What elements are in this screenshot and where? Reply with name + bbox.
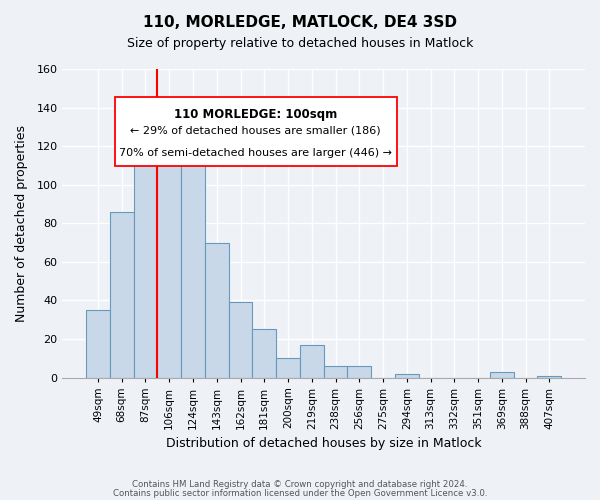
Text: Contains public sector information licensed under the Open Government Licence v3: Contains public sector information licen… [113,489,487,498]
Bar [157,146,181,378]
Bar [490,372,514,378]
Text: ← 29% of detached houses are smaller (186): ← 29% of detached houses are smaller (18… [130,125,381,135]
Bar [347,366,371,378]
Bar [134,162,157,378]
Bar [86,310,110,378]
Bar [205,242,229,378]
Bar [110,212,134,378]
X-axis label: Distribution of detached houses by size in Matlock: Distribution of detached houses by size … [166,437,481,450]
Bar [300,344,323,378]
Bar [276,358,300,378]
Text: Contains HM Land Registry data © Crown copyright and database right 2024.: Contains HM Land Registry data © Crown c… [132,480,468,489]
FancyBboxPatch shape [115,97,397,166]
Text: Size of property relative to detached houses in Matlock: Size of property relative to detached ho… [127,38,473,51]
Y-axis label: Number of detached properties: Number of detached properties [15,125,28,322]
Bar [538,376,561,378]
Text: 70% of semi-detached houses are larger (446) →: 70% of semi-detached houses are larger (… [119,148,392,158]
Bar [323,366,347,378]
Text: 110, MORLEDGE, MATLOCK, DE4 3SD: 110, MORLEDGE, MATLOCK, DE4 3SD [143,15,457,30]
Bar [395,374,419,378]
Bar [253,330,276,378]
Bar [229,302,253,378]
Bar [181,166,205,378]
Text: 110 MORLEDGE: 100sqm: 110 MORLEDGE: 100sqm [174,108,337,120]
